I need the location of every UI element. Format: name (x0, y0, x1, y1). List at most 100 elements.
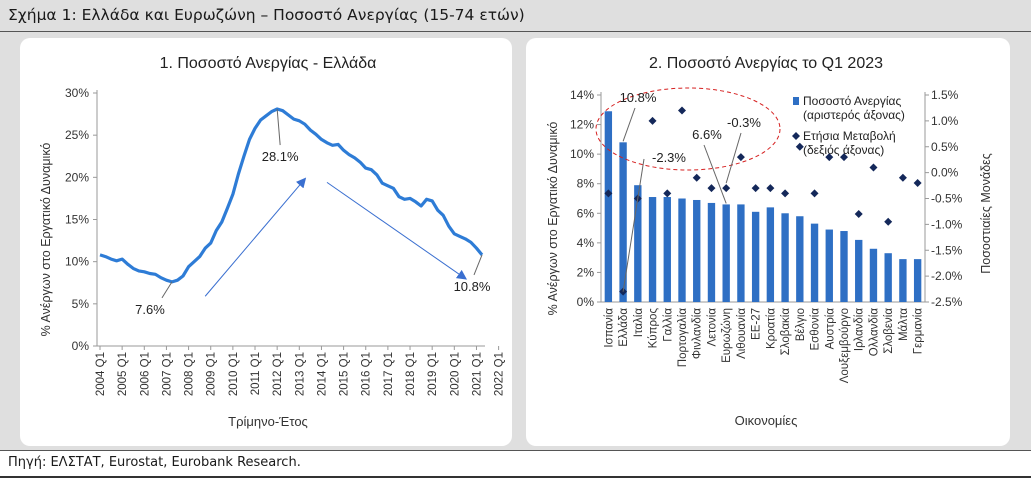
right-y-tick-label: -1.0% (931, 217, 963, 231)
right-y-tick-label: 1.5% (931, 88, 959, 102)
right-y-tick-label: 0.0% (931, 166, 959, 180)
annotation-leader-greece-rate (622, 107, 636, 142)
x-tick-label: 2013 Q1 (294, 352, 306, 396)
marker-annual-change (825, 153, 834, 162)
marker-annual-change (678, 106, 686, 115)
y-tick-label: 30% (65, 86, 89, 100)
category-label: Ολλανδία (868, 308, 880, 357)
chart-title: 2. Ποσοστό Ανεργίας το Q1 2023 (649, 55, 883, 72)
category-label: Λετονία (706, 308, 718, 347)
bar-unemployment-rate (722, 204, 730, 302)
bar-unemployment-rate (766, 207, 775, 302)
category-label: Ιταλία (633, 308, 645, 338)
category-label: Σλοβακία (780, 308, 792, 356)
bar-unemployment-rate (707, 202, 716, 302)
annotation-peak-value: 28.1% (262, 149, 299, 164)
left-y-axis-title: % Ανέργων στο Εργατικό Δυναμικό (546, 122, 560, 316)
header-divider (0, 31, 1031, 32)
bar-unemployment-rate (825, 229, 833, 302)
category-label: Αυστρία (824, 308, 836, 350)
left-y-tick-label: 14% (570, 88, 594, 102)
category-label: Πορτογαλία (677, 308, 689, 368)
annotation-greece-change: -2.3% (652, 150, 686, 165)
category-label: Ελλάδα (618, 308, 630, 347)
x-tick-label: 2022 Q1 (494, 352, 506, 396)
x-tick-label: 2011 Q1 (250, 352, 262, 395)
marker-annual-change (648, 116, 657, 125)
category-label: Λουξεμβούργο (839, 308, 851, 383)
category-label: Γερμανία (913, 308, 925, 355)
marker-annual-change (810, 189, 819, 198)
right-y-tick-label: 0.5% (931, 140, 959, 154)
x-tick-label: 2005 Q1 (117, 352, 129, 396)
bar-unemployment-rate (913, 259, 922, 302)
x-tick-label: 2015 Q1 (339, 352, 351, 396)
legend-label-unemployment-line2: (αριστερός άξονας) (803, 108, 905, 122)
annotation-leader-peak (276, 108, 281, 146)
right-y-tick-label: -2.5% (931, 295, 963, 309)
annotation-leader-eurozone-change (725, 132, 742, 184)
legend-label-annual-change-line2: (δεξιός άξονας) (803, 143, 884, 157)
marker-annual-change (781, 189, 790, 198)
x-tick-label: 2018 Q1 (405, 352, 417, 396)
category-label: Σλοβενία (883, 308, 895, 354)
marker-annual-change (884, 217, 893, 226)
right-y-tick-label: -2.0% (931, 269, 963, 283)
category-label: Κύπρος (648, 308, 660, 349)
bar-unemployment-rate (869, 248, 878, 302)
bar-unemployment-rate (884, 253, 892, 302)
chart-title: 1. Ποσοστό Ανεργίας - Ελλάδα (160, 55, 377, 72)
category-label: Γαλλία (662, 308, 674, 342)
bar-unemployment-rate (855, 239, 863, 302)
marker-annual-change (722, 184, 731, 193)
annotation-leader-eurozone-rate (703, 144, 727, 204)
category-label: Ισπανία (603, 308, 615, 348)
annotation-last-value: 10.8% (454, 279, 491, 294)
bar-unemployment-rate (619, 142, 627, 302)
x-axis-title: Οικονομίες (735, 413, 798, 428)
x-axis-title: Τρίμηνο-Έτος (228, 414, 308, 429)
y-tick-label: 5% (72, 297, 90, 311)
figure-header: Σχήμα 1: Ελλάδα και Ευρωζώνη – Ποσοστό Α… (0, 0, 1031, 31)
annotation-eurozone-rate: 6.6% (692, 127, 722, 142)
right-y-tick-label: -1.5% (931, 243, 963, 257)
x-tick-label: 2007 Q1 (161, 352, 173, 396)
y-tick-label: 25% (65, 128, 89, 142)
bar-unemployment-rate (648, 197, 657, 302)
category-label: Ιρλανδία (854, 308, 866, 351)
bar-unemployment-rate (810, 223, 819, 302)
x-tick-label: 2014 Q1 (316, 352, 328, 396)
category-label: Ευρωζώνη (721, 308, 733, 363)
marker-annual-change (854, 210, 863, 219)
x-tick-label: 2012 Q1 (272, 352, 284, 396)
bar-unemployment-rate (663, 197, 671, 302)
unemployment-series-line (99, 107, 484, 284)
highlight-ellipse (595, 87, 781, 171)
marker-annual-change (898, 173, 907, 182)
legend-label-annual-change-line1: Ετήσια Μεταβολή (803, 129, 896, 143)
bar-unemployment-rate (899, 259, 907, 302)
y-tick-label: 20% (65, 170, 89, 184)
x-tick-label: 2008 Q1 (184, 352, 196, 396)
right-y-tick-label: -0.5% (931, 192, 963, 206)
y-tick-label: 10% (65, 255, 89, 269)
annotation-greece-rate: 10.8% (620, 90, 657, 105)
bar-unemployment-rate (751, 211, 760, 302)
left-y-tick-label: 10% (570, 147, 594, 161)
marker-annual-change (840, 153, 848, 162)
y-tick-label: 15% (65, 213, 89, 227)
x-tick-label: 2021 Q1 (471, 352, 483, 396)
annotation-leader-last (473, 254, 483, 276)
chart-panel-greece: 1. Ποσοστό Ανεργίας - Ελλάδα 0% 5% 10% 15% 20… (20, 38, 528, 446)
marker-annual-change (869, 163, 878, 172)
legend-swatch-annual-change (792, 132, 800, 140)
x-tick-label: 2020 Q1 (449, 352, 461, 396)
y-tick-label: 0% (72, 339, 90, 353)
marker-annual-change (766, 184, 775, 193)
x-tick-label: 2009 Q1 (206, 352, 218, 396)
bar-unemployment-rate (840, 231, 848, 302)
y-axis-title: % Ανέργων στο Εργατικό Δυναμικό (39, 143, 53, 337)
annotation-leader-greece-change (622, 158, 645, 292)
marker-annual-change (795, 142, 804, 151)
x-tick-label: 2004 Q1 (95, 352, 107, 396)
